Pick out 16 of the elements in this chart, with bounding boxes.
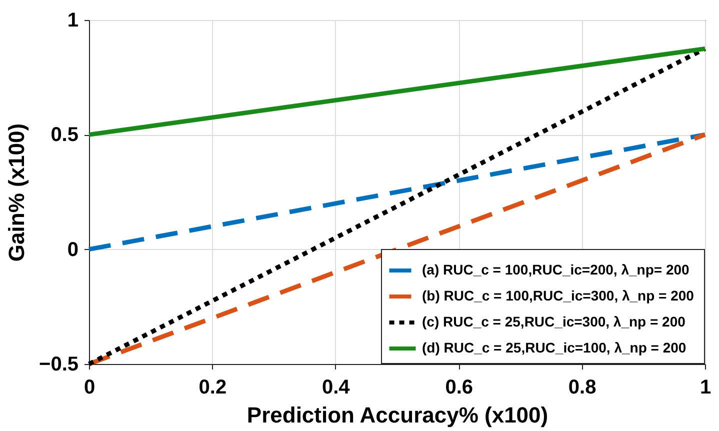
x-tick-label: 0.6 [445, 376, 474, 398]
x-tick-label: 0 [84, 376, 96, 398]
y-tick-label: −0.5 [39, 354, 78, 376]
legend-label: (a) RUC_c = 100,RUC_ic=200, λ_np= 200 [422, 262, 690, 278]
x-tick-label: 0.4 [322, 376, 351, 398]
y-tick-label: 0.5 [50, 124, 78, 146]
x-tick-label: 0.8 [568, 376, 596, 398]
x-axis-title: Prediction Accuracy% (x100) [246, 402, 548, 428]
x-tick-label: 1 [700, 376, 712, 398]
legend-label: (c) RUC_c = 25,RUC_ic=300, λ_np = 200 [422, 314, 686, 330]
y-tick-label: 0 [67, 238, 78, 261]
legend-label: (d) RUC_c = 25,RUC_ic=100, λ_np = 200 [422, 340, 686, 356]
legend-label: (b) RUC_c = 100,RUC_ic=300, λ_np = 200 [422, 288, 694, 304]
y-tick-label: 1 [67, 10, 78, 32]
x-tick-label: 0.2 [198, 376, 227, 398]
y-axis-title: Gain% (x100) [4, 123, 30, 262]
